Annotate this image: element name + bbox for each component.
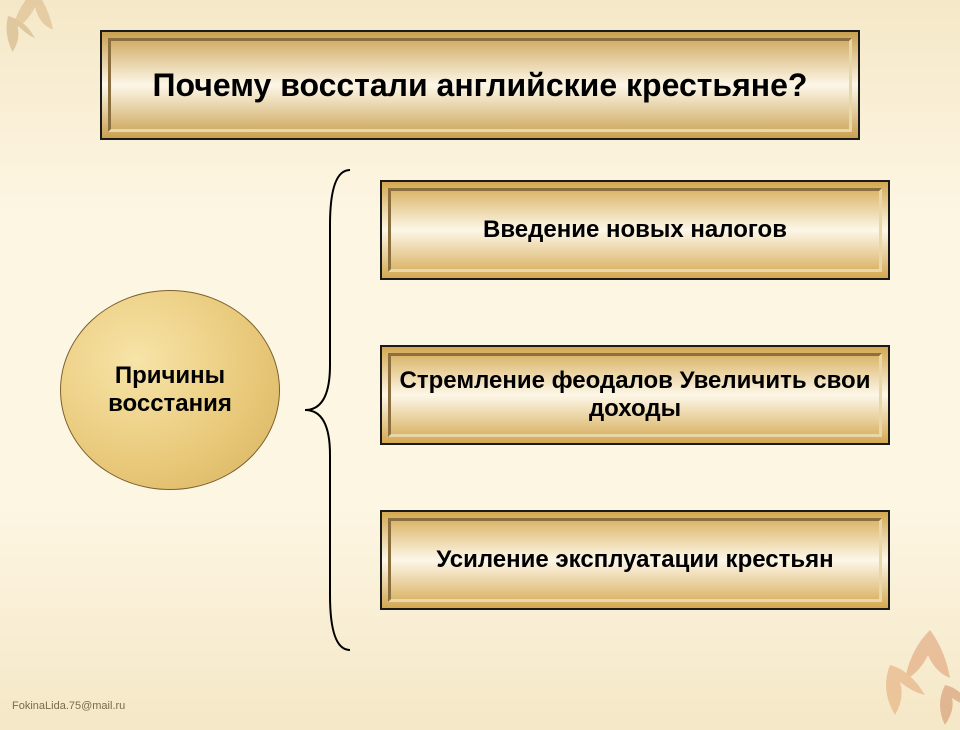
reason-text-3: Усиление эксплуатации крестьян [436,546,833,574]
reason-text-1: Введение новых налогов [483,216,787,244]
decor-leaf-bottom-right [850,610,960,730]
credit-text: FokinaLida.75@mail.ru [12,700,125,712]
central-circle: Причины восстания [60,290,280,490]
reason-text-2: Стремление феодалов Увеличить свои доход… [398,367,872,423]
reason-box-1: Введение новых налогов [380,180,890,280]
title-box: Почему восстали английские крестьяне? [100,30,860,140]
curly-brace [295,165,355,655]
reason-box-3: Усиление эксплуатации крестьян [380,510,890,610]
reason-box-2: Стремление феодалов Увеличить свои доход… [380,345,890,445]
decor-leaf-top-left [0,0,80,70]
central-label: Причины восстания [81,362,259,418]
title-text: Почему восстали английские крестьяне? [153,67,808,104]
